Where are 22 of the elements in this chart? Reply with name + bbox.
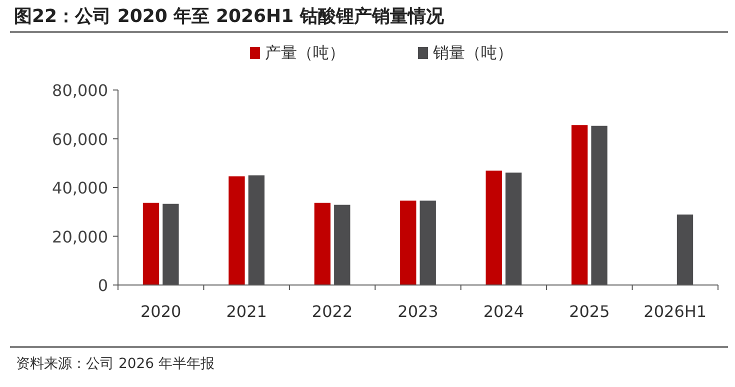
x-tick-label: 2022 [312,302,353,321]
legend-label: 产量（吨） [265,43,345,62]
chart-title: 图22：公司 2020 年至 2026H1 钴酸锂产销量情况 [14,6,445,27]
x-tick-label: 2026H1 [644,302,707,321]
bar [400,200,416,285]
y-tick-label: 60,000 [52,130,108,149]
x-tick-label: 2023 [398,302,438,321]
x-tick-label: 2024 [483,302,524,321]
legend-label: 销量（吨） [432,43,513,62]
y-tick-label: 0 [98,276,108,295]
y-tick-label: 80,000 [52,81,108,100]
y-tick-label: 20,000 [52,227,108,246]
bar [314,202,331,285]
bar [486,170,502,285]
bar [142,202,160,285]
y-tick-label: 40,000 [52,178,108,198]
text: 资料来源：公司 2026 年半年报 [16,356,215,372]
x-tick-label: 2021 [226,302,267,321]
x-tick-label: 2020 [140,302,182,321]
bar [228,176,245,285]
bar [571,125,588,285]
x-tick-label: 2025 [569,302,610,321]
